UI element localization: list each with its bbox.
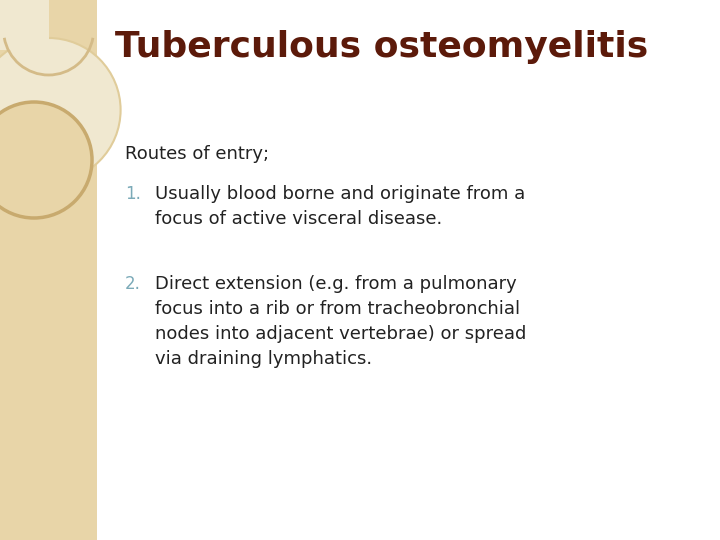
Text: Direct extension (e.g. from a pulmonary
focus into a rib or from tracheobronchia: Direct extension (e.g. from a pulmonary … <box>156 275 526 368</box>
Circle shape <box>0 38 121 182</box>
Text: Routes of entry;: Routes of entry; <box>125 145 269 163</box>
Text: Tuberculous osteomyelitis: Tuberculous osteomyelitis <box>115 30 649 64</box>
Text: Usually blood borne and originate from a
focus of active visceral disease.: Usually blood borne and originate from a… <box>156 185 526 228</box>
Circle shape <box>0 102 92 218</box>
Bar <box>0 0 49 50</box>
Text: 2.: 2. <box>125 275 141 293</box>
Text: 1.: 1. <box>125 185 141 203</box>
Bar <box>0 0 97 540</box>
